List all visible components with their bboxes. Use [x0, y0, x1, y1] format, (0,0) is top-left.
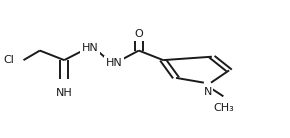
- Text: HN: HN: [82, 43, 98, 53]
- Text: N: N: [203, 87, 212, 97]
- Text: NH: NH: [56, 88, 72, 98]
- Text: CH₃: CH₃: [213, 103, 234, 113]
- Text: Cl: Cl: [3, 55, 14, 65]
- Text: O: O: [134, 29, 143, 39]
- Text: HN: HN: [106, 58, 123, 68]
